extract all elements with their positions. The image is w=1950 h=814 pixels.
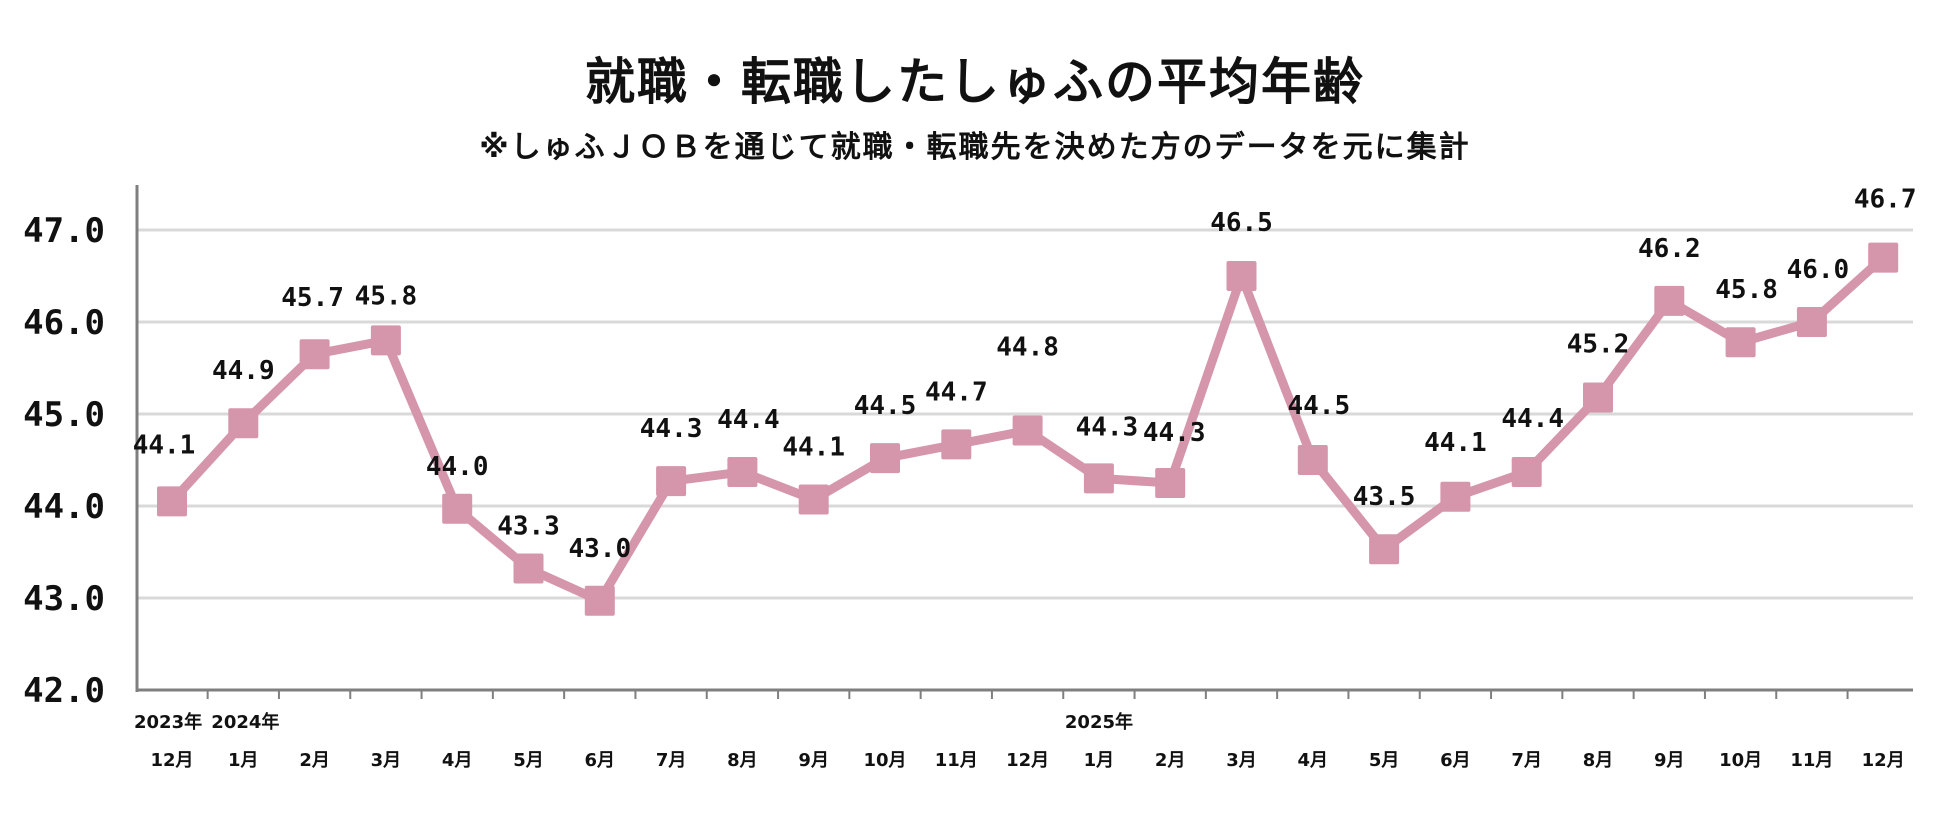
- data-label: 44.5: [1287, 391, 1350, 421]
- data-point-marker: [656, 466, 687, 497]
- data-point-marker: [299, 339, 330, 370]
- data-label: 44.5: [854, 391, 917, 421]
- data-label: 44.1: [782, 433, 845, 463]
- data-label: 43.0: [568, 534, 631, 564]
- x-tick-label: 8月: [1583, 750, 1614, 771]
- x-tick-label: 10月: [863, 750, 906, 771]
- x-tick-label: 12月: [1862, 750, 1905, 771]
- x-tick-label: 3月: [1226, 750, 1257, 771]
- x-tick-label: 2月: [299, 750, 330, 771]
- chart-subtitle: ※しゅふＪＯＢを通じて就職・転職先を決めた方のデータを元に集計: [479, 130, 1471, 165]
- data-point-marker: [1226, 261, 1257, 291]
- data-point-marker: [798, 484, 829, 515]
- data-point-marker: [442, 493, 473, 524]
- x-tick-label: 1月: [1084, 750, 1115, 771]
- x-tick-label: 9月: [1654, 750, 1685, 771]
- data-label: 44.4: [1501, 404, 1564, 434]
- year-label: 2025年: [1065, 711, 1133, 733]
- x-tick-label: 7月: [1511, 750, 1542, 771]
- x-tick-label: 10月: [1719, 750, 1762, 771]
- y-tick-label: 47.0: [23, 211, 105, 251]
- data-label: 43.5: [1353, 482, 1416, 512]
- data-label: 46.7: [1854, 185, 1917, 215]
- data-label: 44.8: [996, 333, 1059, 363]
- data-label: 45.2: [1567, 329, 1630, 359]
- x-tick-label: 12月: [1006, 750, 1049, 771]
- x-tick-label: 1月: [228, 750, 259, 771]
- y-tick-label: 46.0: [23, 303, 105, 343]
- x-tick-label: 9月: [798, 750, 829, 771]
- data-label: 45.8: [355, 281, 418, 311]
- x-tick-label: 4月: [442, 750, 473, 771]
- x-tick-label: 4月: [1298, 750, 1329, 771]
- data-point-marker: [1725, 327, 1756, 358]
- x-tick-label: 6月: [1440, 750, 1471, 771]
- x-tick-label: 6月: [585, 750, 616, 771]
- data-point-marker: [1440, 481, 1471, 512]
- year-label: 2024年: [211, 711, 279, 733]
- x-tick-label: 11月: [935, 750, 978, 771]
- data-point-marker: [1297, 445, 1328, 475]
- data-label: 45.8: [1715, 275, 1778, 305]
- data-label: 44.1: [133, 430, 196, 460]
- x-tick-label: 12月: [150, 750, 193, 771]
- y-tick-label: 44.0: [23, 487, 105, 527]
- data-label: 44.4: [717, 405, 780, 435]
- data-label: 44.7: [925, 377, 988, 407]
- chart-title: 就職・転職したしゅふの平均年齢: [585, 53, 1365, 111]
- data-point-marker: [1155, 468, 1186, 498]
- x-tick-label: 2月: [1155, 750, 1186, 771]
- data-label: 43.3: [497, 512, 560, 542]
- data-label: 44.3: [1143, 418, 1206, 448]
- data-label: 46.0: [1787, 255, 1850, 285]
- x-tick-label: 5月: [513, 750, 544, 771]
- x-tick-label: 3月: [371, 750, 402, 771]
- data-point-marker: [584, 585, 615, 616]
- data-point-marker: [370, 325, 401, 356]
- y-tick-label: 45.0: [23, 395, 105, 435]
- data-label: 46.2: [1638, 234, 1701, 264]
- data-label: 44.0: [426, 452, 489, 482]
- x-tick-label: 8月: [727, 750, 758, 771]
- data-point-marker: [1511, 456, 1542, 487]
- data-point-marker: [1796, 307, 1827, 337]
- data-label: 44.1: [1424, 428, 1487, 458]
- data-label: 45.7: [281, 283, 344, 313]
- data-point-marker: [1654, 285, 1685, 316]
- x-tick-label: 7月: [656, 750, 687, 771]
- data-point-marker: [727, 456, 758, 487]
- data-point-marker: [1369, 534, 1400, 565]
- data-label: 44.9: [212, 356, 275, 386]
- data-point-marker: [1012, 415, 1043, 446]
- y-tick-label: 42.0: [23, 671, 105, 711]
- data-point-marker: [1583, 382, 1613, 413]
- year-label: 2023年: [134, 711, 202, 733]
- data-point-marker: [1868, 242, 1899, 273]
- data-point-marker: [941, 429, 972, 460]
- x-tick-label: 11月: [1790, 750, 1833, 771]
- data-point-marker: [1083, 463, 1114, 494]
- data-label: 44.3: [640, 414, 703, 444]
- data-point-marker: [228, 408, 259, 439]
- data-label: 44.3: [1076, 412, 1139, 442]
- data-point-marker: [870, 443, 900, 474]
- y-tick-label: 43.0: [23, 579, 105, 619]
- data-point-marker: [513, 553, 544, 584]
- data-label: 46.5: [1210, 208, 1273, 238]
- x-tick-label: 5月: [1369, 750, 1400, 771]
- data-point-marker: [157, 486, 187, 517]
